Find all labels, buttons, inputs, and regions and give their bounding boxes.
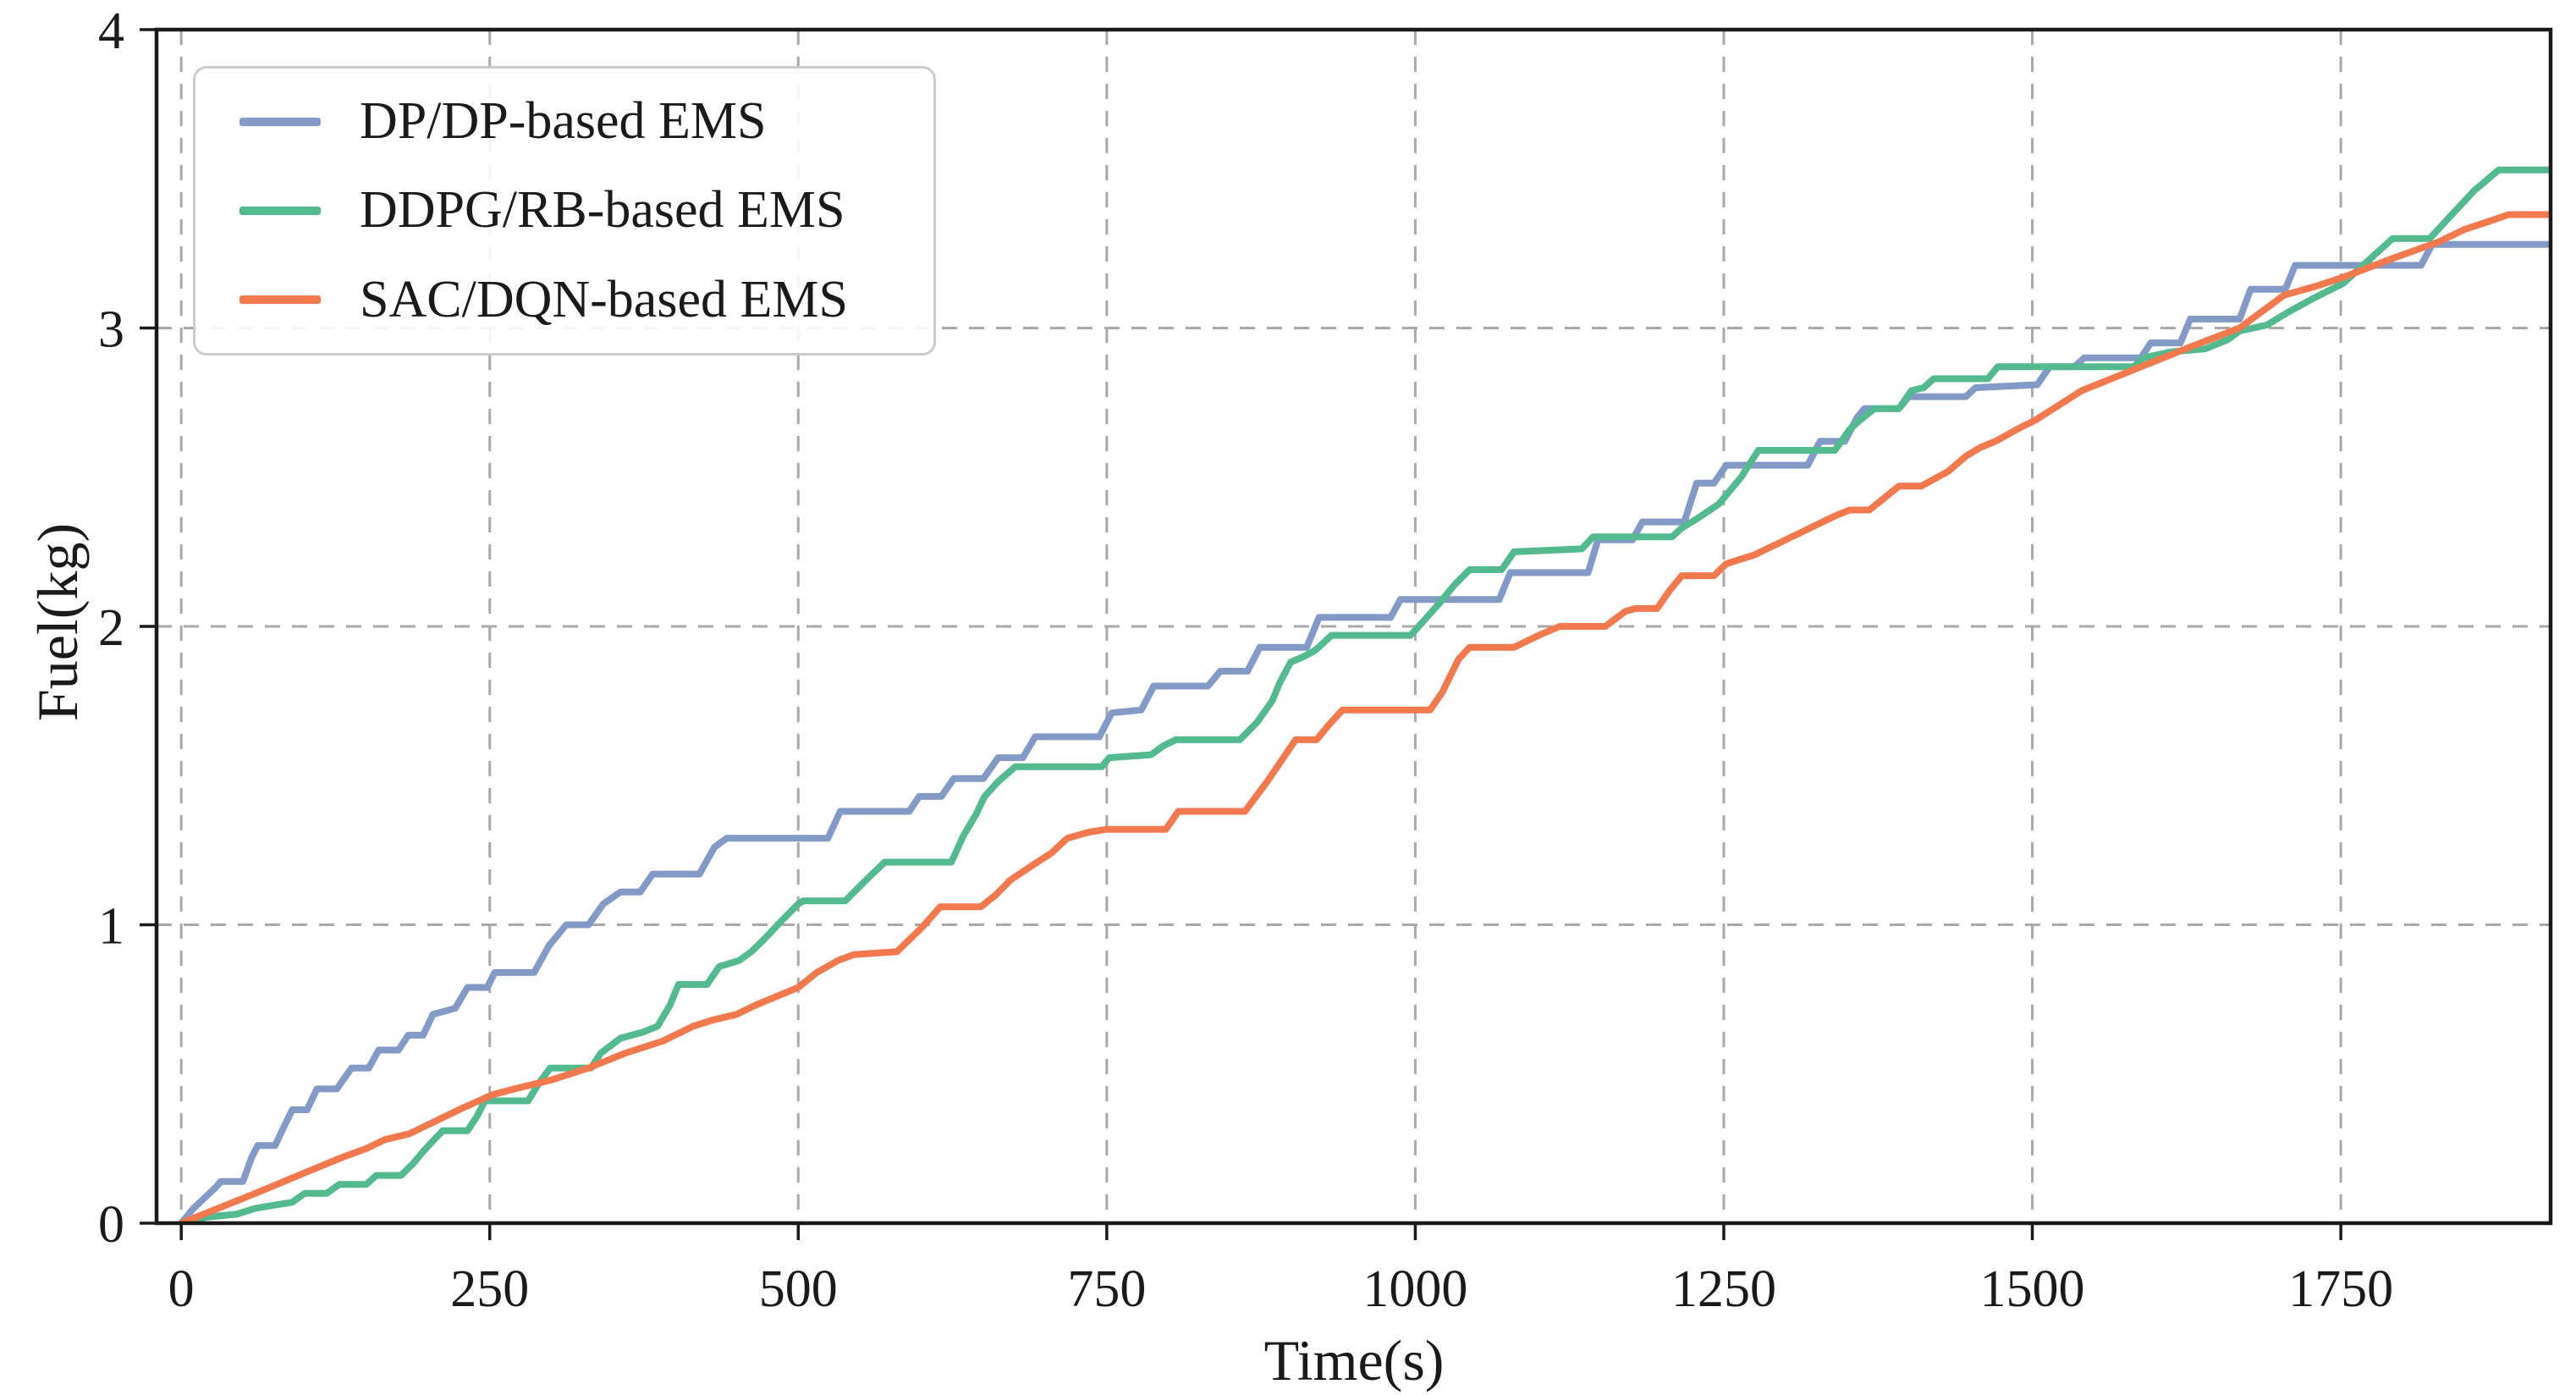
x-tick-label: 250	[450, 1260, 529, 1318]
x-tick-label: 500	[759, 1260, 838, 1318]
legend-item-dp: DP/DP-based EMS	[239, 91, 933, 152]
y-tick-label: 1	[98, 898, 124, 956]
legend-label-dp: DP/DP-based EMS	[360, 92, 767, 151]
series-line-1	[178, 166, 2551, 1223]
ddpg-line-swatch	[239, 206, 321, 215]
x-tick-label: 1750	[2288, 1260, 2393, 1318]
series-line-2	[178, 211, 2551, 1223]
x-tick-label: 0	[168, 1260, 195, 1318]
series-line-0	[178, 240, 2551, 1223]
x-axis-label: Time(s)	[1263, 1328, 1445, 1392]
x-tick-label: 1250	[1671, 1260, 1776, 1318]
y-tick-label: 2	[98, 599, 124, 657]
legend-item-ddpg: DDPG/RB-based EMS	[239, 180, 933, 240]
x-tick-label: 1000	[1362, 1260, 1467, 1318]
dp-line-swatch	[239, 117, 321, 126]
legend: DP/DP-based EMS DDPG/RB-based EMS SAC/DQ…	[193, 66, 936, 356]
x-tick-label: 750	[1067, 1260, 1146, 1318]
sac-line-swatch	[239, 295, 321, 305]
legend-item-sac: SAC/DQN-based EMS	[239, 270, 933, 330]
y-tick-label: 3	[98, 301, 124, 359]
legend-label-sac: SAC/DQN-based EMS	[360, 270, 848, 328]
legend-label-ddpg: DDPG/RB-based EMS	[360, 181, 845, 240]
y-tick-label: 0	[98, 1196, 124, 1254]
y-tick-label: 4	[98, 3, 124, 60]
y-axis-label: Fuel(kg)	[25, 522, 90, 722]
x-tick-label: 1500	[1980, 1260, 2085, 1318]
